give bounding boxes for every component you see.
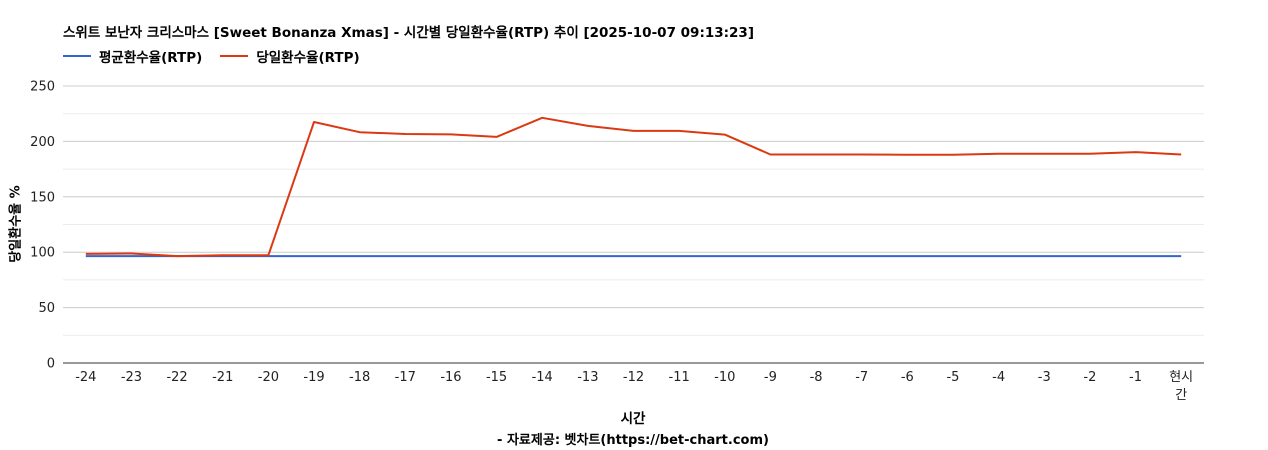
x-tick-label: -17: [395, 370, 416, 385]
y-tick-label: 100: [30, 246, 55, 261]
x-tick-label: -19: [303, 370, 324, 385]
x-tick-label: -23: [121, 370, 142, 385]
legend-item-daily-rtp[interactable]: 당일환수율(RTP): [220, 46, 360, 66]
source-credit: - 자료제공: 벳차트(https://bet-chart.com): [497, 433, 769, 448]
y-axis-label: 당일환수율 %: [8, 185, 24, 263]
y-tick-label: 250: [30, 80, 55, 95]
y-tick-label: 200: [30, 135, 55, 150]
x-tick-label: -5: [946, 370, 959, 385]
x-tick-label: -7: [855, 370, 868, 385]
legend-label-daily-rtp: 당일환수율(RTP): [256, 50, 360, 66]
legend-swatch-average-rtp: [63, 55, 91, 57]
x-tick-label: -8: [810, 370, 823, 385]
x-tick-label: -3: [1038, 370, 1051, 385]
x-tick-label: -4: [992, 370, 1005, 385]
x-tick-label: -22: [166, 370, 187, 385]
legend-swatch-daily-rtp: [220, 55, 249, 57]
x-tick-label: -13: [577, 370, 598, 385]
legend: 평균환수율(RTP) 당일환수율(RTP): [63, 46, 378, 66]
x-tick-label: -21: [212, 370, 233, 385]
series-line-daily-rtp: [85, 116, 1182, 258]
chart-title: 스위트 보난자 크리스마스 [Sweet Bonanza Xmas] - 시간별…: [63, 25, 754, 41]
x-tick-label: -1: [1129, 370, 1142, 385]
x-tick-label: -14: [532, 370, 553, 385]
x-tick-label: -16: [440, 370, 461, 385]
x-tick-label: -15: [486, 370, 507, 385]
x-tick-label: 현시 간: [1169, 370, 1193, 403]
y-tick-label: 50: [38, 301, 55, 316]
x-tick-label: -12: [623, 370, 644, 385]
legend-item-average-rtp[interactable]: 평균환수율(RTP): [63, 46, 202, 66]
x-tick-label: -11: [669, 370, 690, 385]
y-tick-label: 150: [30, 190, 55, 205]
y-tick-label: 0: [47, 357, 55, 372]
x-tick-label: -18: [349, 370, 370, 385]
x-tick-label: -24: [75, 370, 96, 385]
x-tick-label: -2: [1083, 370, 1096, 385]
x-axis-label: 시간: [620, 411, 646, 427]
x-tick-label: -9: [764, 370, 777, 385]
x-tick-label: -6: [901, 370, 914, 385]
x-tick-label: -20: [258, 370, 279, 385]
legend-label-average-rtp: 평균환수율(RTP): [99, 50, 203, 66]
x-tick-label: -10: [714, 370, 735, 385]
